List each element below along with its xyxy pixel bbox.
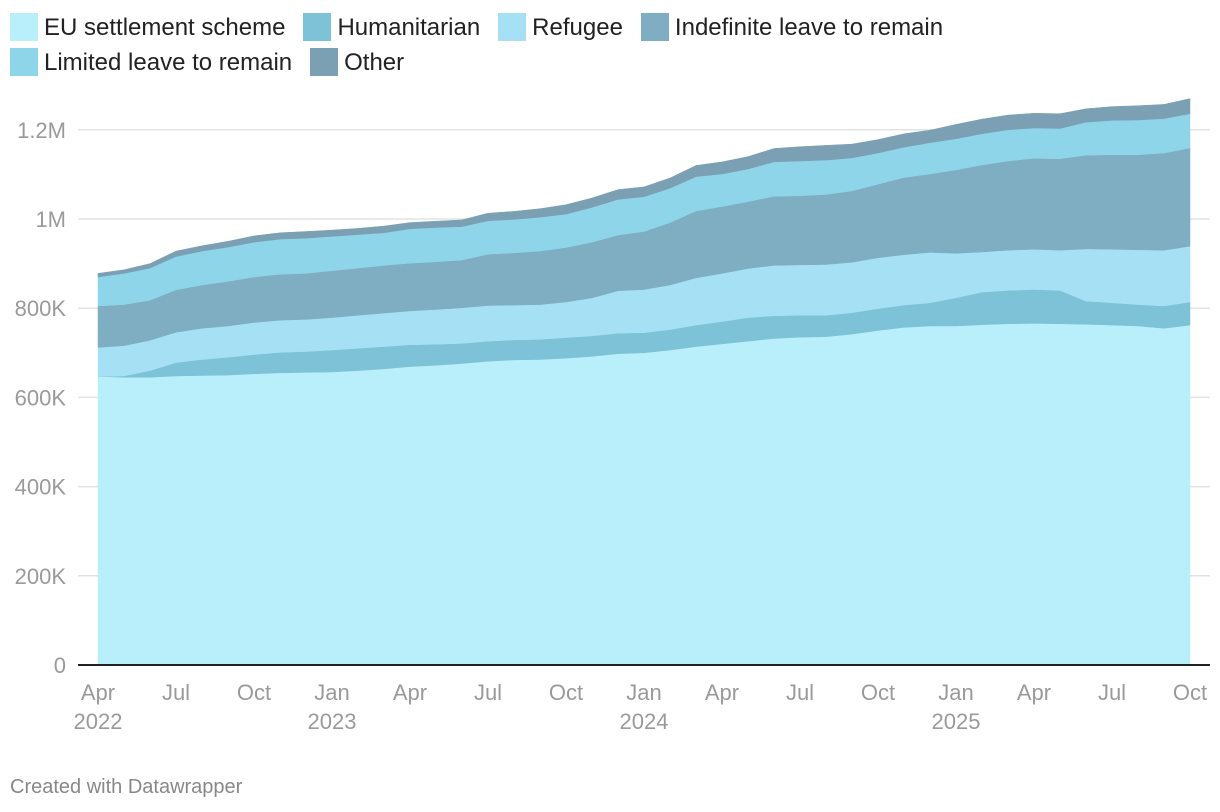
x-tick-label: Apr xyxy=(1017,680,1051,705)
x-tick-label: Jul xyxy=(786,680,814,705)
x-tick-label: Oct xyxy=(237,680,271,705)
legend-swatch xyxy=(310,48,339,76)
y-tick-label: 600K xyxy=(15,385,67,410)
x-tick-year-label: 2025 xyxy=(932,709,981,734)
legend-label: Humanitarian xyxy=(337,14,481,41)
x-tick-label: Jul xyxy=(474,680,502,705)
x-tick-label: Jan xyxy=(314,680,349,705)
legend-item: Other xyxy=(310,45,404,80)
legend-label: Refugee xyxy=(532,14,623,41)
x-tick-year-label: 2024 xyxy=(620,709,669,734)
legend-item: EU settlement scheme xyxy=(10,10,285,45)
area-series xyxy=(97,323,1191,666)
x-tick-label: Jul xyxy=(162,680,190,705)
legend-label: Other xyxy=(344,49,405,76)
legend-label: EU settlement scheme xyxy=(44,14,286,41)
x-tick-label: Apr xyxy=(393,680,427,705)
legend-item: Indefinite leave to remain xyxy=(640,10,944,45)
legend-swatch xyxy=(10,48,38,76)
area-series xyxy=(97,98,1191,278)
y-tick-label: 400K xyxy=(15,475,67,500)
y-tick-label: 200K xyxy=(15,564,67,589)
legend-swatch xyxy=(498,13,527,41)
y-tick-label: 800K xyxy=(15,296,67,321)
x-tick-label: Oct xyxy=(861,680,895,705)
x-tick-label: Oct xyxy=(549,680,583,705)
y-tick-label: 1.2M xyxy=(17,118,66,143)
chart-legend: EU settlement scheme Humanitarian Refugee I… xyxy=(10,10,1210,80)
legend-label: Indefinite leave to remain xyxy=(674,14,944,41)
legend-label: Limited leave to remain xyxy=(44,49,293,76)
credit-text: Created with Datawrapper xyxy=(10,776,243,798)
x-tick-label: Apr xyxy=(705,680,739,705)
legend-item: Humanitarian xyxy=(303,10,480,45)
axis-layer: Apr 2022 Jul Oct Jan 2023 Apr Jul Oct Jan 2024 Apr J… xyxy=(74,664,1210,734)
x-tick-label: Jul xyxy=(1098,680,1126,705)
x-tick-label: Oct xyxy=(1173,680,1207,705)
legend-swatch xyxy=(640,13,669,41)
x-tick-label: Apr xyxy=(81,680,115,705)
y-tick-label: 0 xyxy=(54,653,66,678)
legend-swatch xyxy=(10,13,38,41)
x-tick-label: Jan xyxy=(626,680,661,705)
legend-item: Refugee xyxy=(498,10,623,45)
x-tick-year-label: 2022 xyxy=(74,709,123,734)
x-tick-year-label: 2023 xyxy=(308,709,357,734)
legend-item: Limited leave to remain xyxy=(10,45,292,80)
x-tick-label: Jan xyxy=(938,680,973,705)
y-tick-label: 1M xyxy=(35,207,66,232)
area-layer xyxy=(97,98,1191,666)
legend-swatch xyxy=(303,13,332,41)
